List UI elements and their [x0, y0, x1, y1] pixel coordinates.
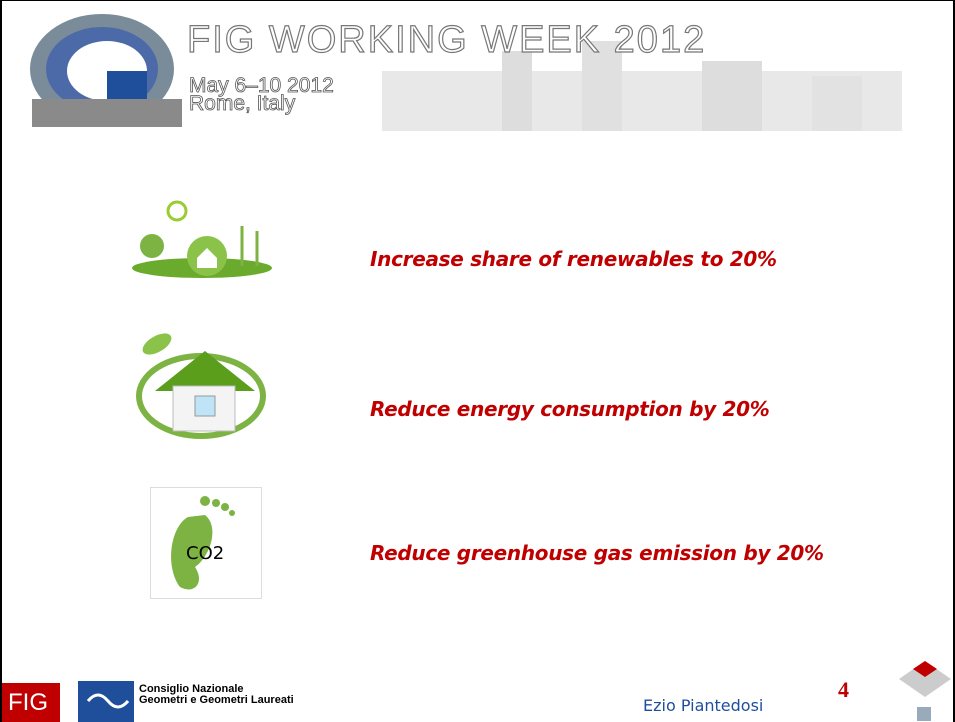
cng-logo [78, 681, 134, 722]
renewables-icon [132, 196, 272, 281]
header-title: FIG WORKING WEEK 2012 [187, 19, 706, 62]
organization-line: Geometri e Geometri Laureati [139, 695, 294, 706]
fig-logo: FIG [2, 683, 60, 722]
icon-label: CO2 [186, 543, 224, 564]
corner-logo [895, 659, 953, 722]
goal-text: Reduce greenhouse gas emission by 20% [370, 541, 824, 565]
goal-text: Increase share of renewables to 20% [370, 247, 777, 271]
colosseum-logo [22, 9, 187, 134]
green-house-icon [135, 326, 267, 441]
goal-text: Reduce energy consumption by 20% [370, 397, 770, 421]
page-number: 4 [838, 677, 849, 703]
slide: FIG WORKING WEEK 2012 May 6–10 2012 Rome… [0, 0, 955, 722]
co2-footprint-icon: CO2 [150, 487, 262, 599]
header-location: Rome, Italy [189, 95, 295, 113]
author: Ezio Piantedosi [643, 696, 763, 715]
